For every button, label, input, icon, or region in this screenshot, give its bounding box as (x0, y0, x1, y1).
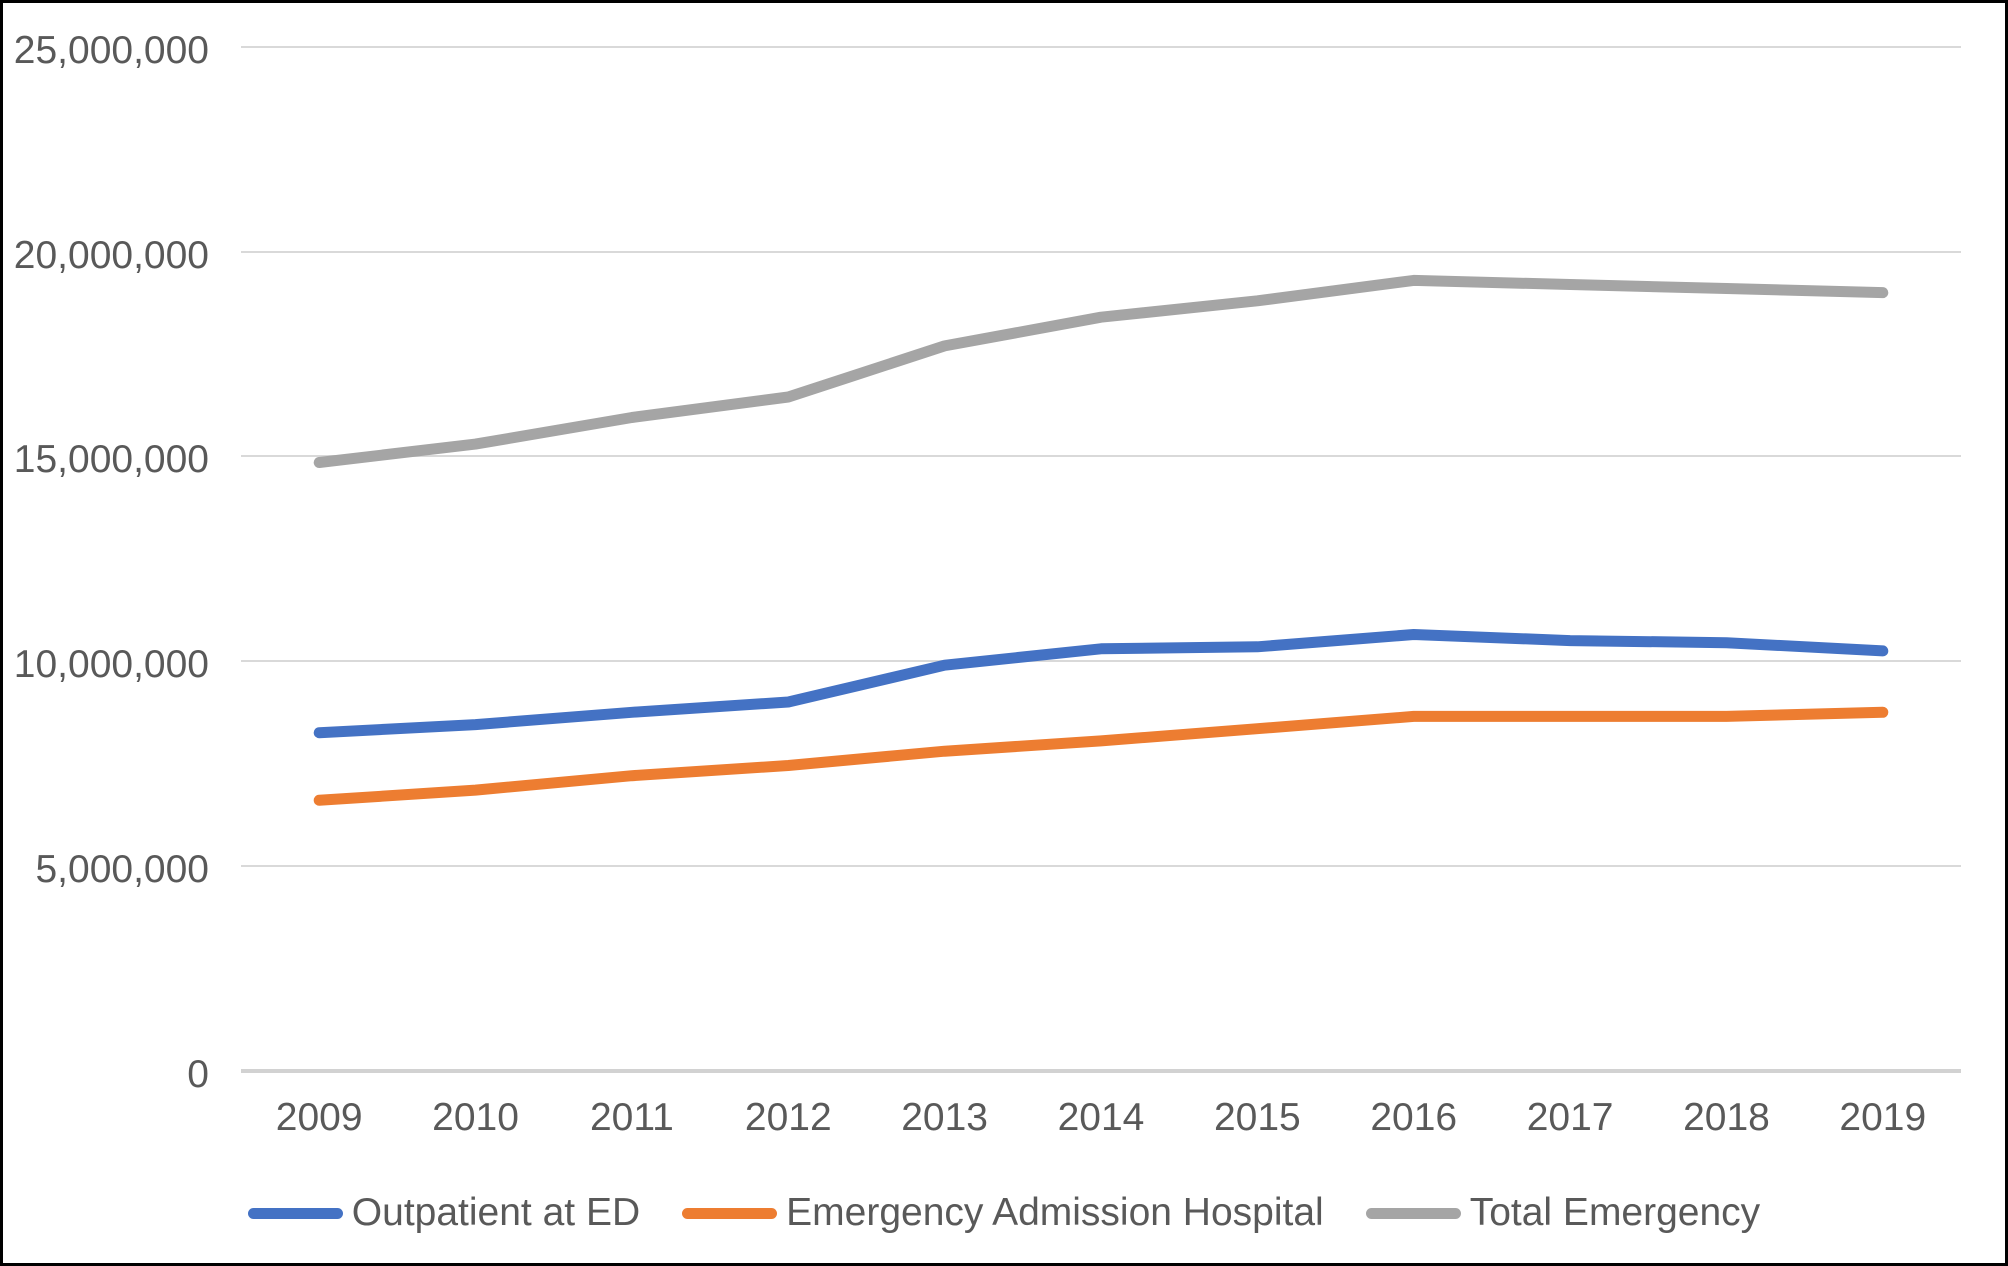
x-axis-tick-label: 2014 (1057, 1096, 1145, 1139)
x-axis-tick-label: 2018 (1683, 1096, 1770, 1139)
legend-swatch-icon (682, 1207, 778, 1219)
legend-swatch-icon (1365, 1207, 1461, 1219)
x-axis-tick-label: 2015 (1213, 1096, 1301, 1139)
y-axis-tick-label: 15,000,000 (13, 438, 209, 482)
legend-item-total-emergency: Total Emergency (1365, 1191, 1761, 1235)
x-axis-line (241, 1068, 1961, 1073)
legend: Outpatient at ED Emergency Admission Hosp… (3, 1187, 2005, 1239)
x-axis-tick-label: 2011 (589, 1096, 674, 1139)
y-axis-tick-label: 0 (187, 1052, 209, 1096)
line-chart (313, 274, 1889, 806)
y-axis-tick-label: 20,000,000 (13, 233, 209, 277)
x-axis-tick-label: 2016 (1370, 1096, 1458, 1139)
legend-label: Outpatient at ED (351, 1191, 641, 1234)
series-line-total-emergency (313, 274, 1889, 468)
x-axis-tick-label: 2013 (901, 1096, 988, 1139)
gridline (241, 250, 1961, 253)
gridline (241, 455, 1961, 458)
x-axis-tick-label: 2019 (1839, 1096, 1927, 1139)
y-axis-tick-label: 10,000,000 (13, 643, 209, 687)
legend-item-outpatient-at-ed: Outpatient at ED (247, 1191, 641, 1235)
gridline (241, 864, 1961, 867)
legend-label: Emergency Admission Hospital (786, 1191, 1324, 1234)
x-axis-tick-label: 2012 (744, 1096, 832, 1139)
legend-item-emergency-admission-hospital: Emergency Admission Hospital (682, 1191, 1324, 1235)
y-axis-tick-label: 25,000,000 (13, 29, 209, 72)
legend-label: Total Emergency (1469, 1191, 1761, 1234)
x-axis-tick-label: 2010 (432, 1096, 519, 1139)
gridline (241, 660, 1961, 663)
gridline (241, 46, 1961, 48)
x-axis-tick-label: 2017 (1526, 1096, 1614, 1139)
y-axis-tick-label: 5,000,000 (35, 847, 209, 891)
series-line-outpatient-at-ed (313, 629, 1889, 739)
x-axis-tick-label: 2009 (275, 1096, 363, 1139)
series-line-emergency-admission-hospital (313, 706, 1889, 806)
legend-swatch-icon (247, 1207, 343, 1219)
